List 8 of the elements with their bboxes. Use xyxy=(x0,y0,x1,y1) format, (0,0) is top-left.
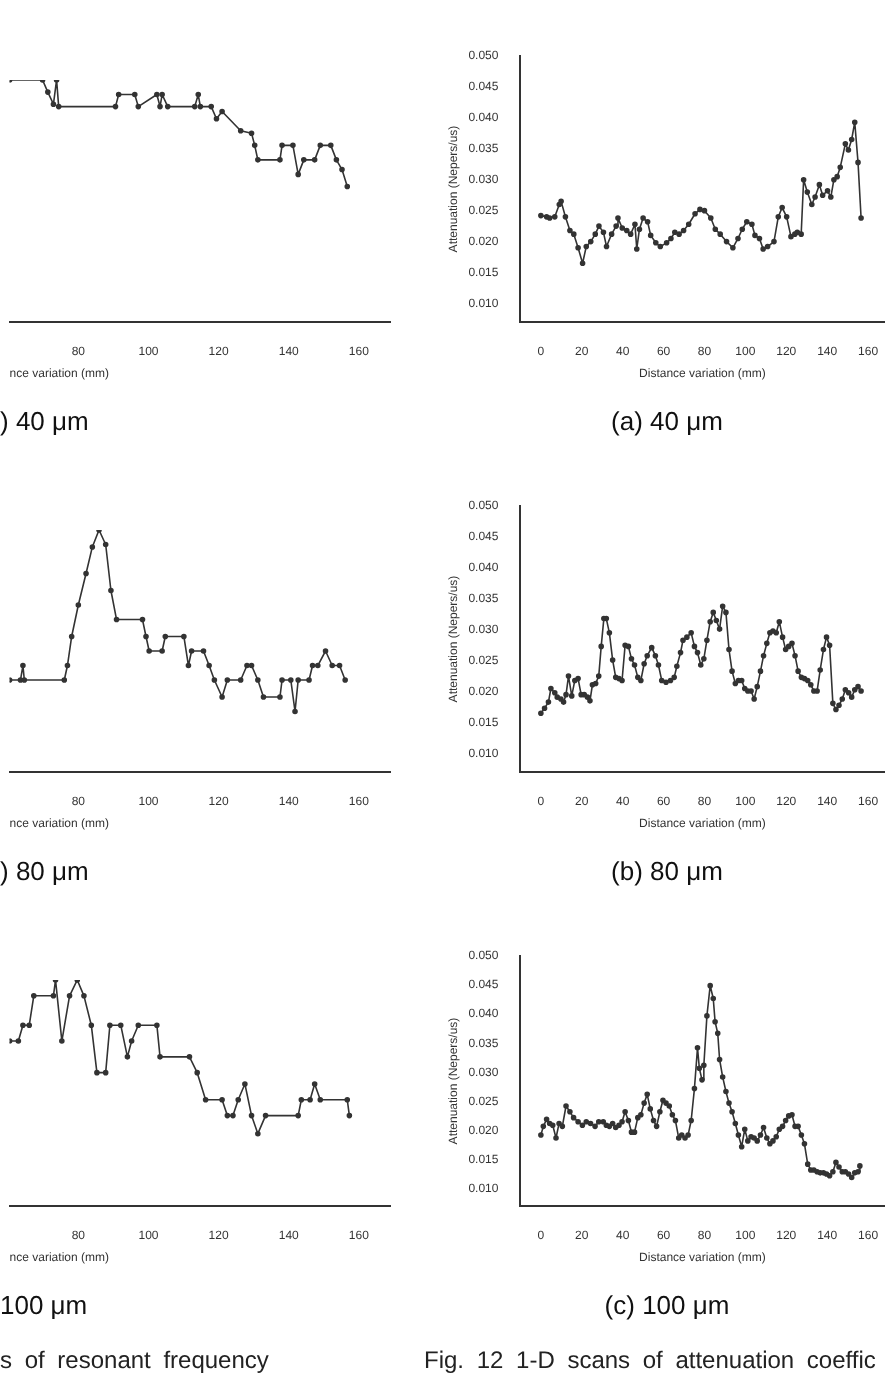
caption: Fig. 12 1-D scans of attenuation coeffic xyxy=(422,1346,878,1374)
text: ) 80 μm xyxy=(0,855,89,886)
text: 100 μm xyxy=(0,1289,88,1320)
text: (a) 40 μm xyxy=(611,405,723,436)
text: (b) 80 μm xyxy=(611,855,723,886)
text: ) 40 μm xyxy=(0,405,89,436)
text: s of resonant frequency xyxy=(0,1346,271,1374)
text: (c) 100 μm xyxy=(604,1289,730,1320)
